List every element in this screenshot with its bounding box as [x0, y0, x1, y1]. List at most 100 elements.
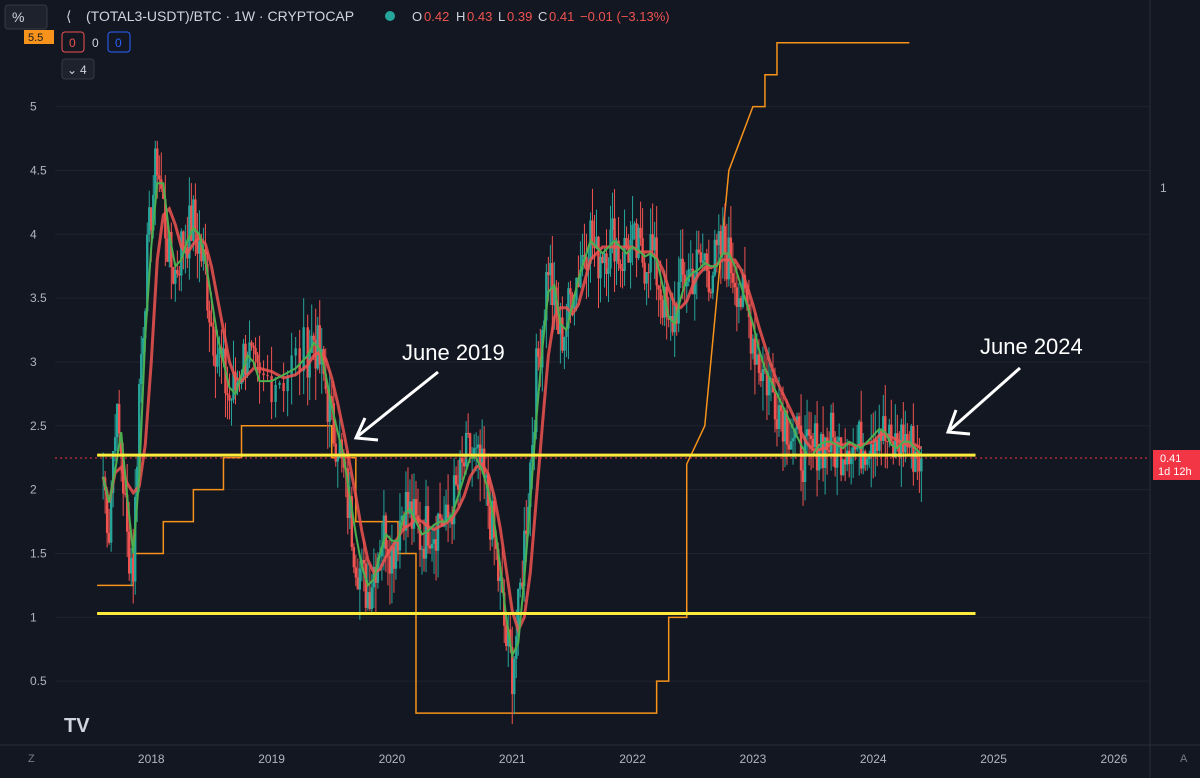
x-tick-label: 2018 [138, 752, 165, 766]
auto-scale-button[interactable]: A [1180, 753, 1188, 765]
candle-body [781, 411, 785, 442]
candle-body [107, 533, 111, 543]
svg-text:0.43: 0.43 [467, 9, 492, 24]
candle-body [270, 375, 273, 403]
candle-body [557, 313, 560, 334]
candle-body [745, 288, 749, 305]
candle-body [609, 229, 612, 269]
candle-body [248, 342, 251, 363]
candle-body [581, 254, 584, 270]
candle-body [468, 433, 472, 457]
candle-body [208, 310, 211, 323]
candle-body [843, 459, 847, 465]
indicator-chip-red[interactable] [61, 31, 85, 53]
arrow-june-2024 [945, 366, 1021, 436]
candle-body [735, 287, 739, 307]
candle-body [123, 493, 127, 495]
candle-body [693, 276, 696, 295]
candle-body [876, 439, 879, 451]
candle-body [234, 372, 237, 391]
candle-body [382, 515, 386, 549]
candle-body [813, 423, 817, 448]
candle-body [452, 475, 456, 525]
candle-body [482, 448, 486, 478]
y-tick-label: 2.5 [30, 419, 47, 433]
candle-body [573, 300, 576, 310]
candle-body [194, 199, 197, 232]
symbol-title[interactable]: (TOTAL3-USDT)/BTC · 1W · CRYPTOCAP [86, 8, 354, 24]
zoom-button[interactable]: Z [28, 753, 35, 765]
candle-body [158, 175, 161, 180]
top-axis-badge-bg [24, 30, 54, 44]
candle-body [888, 424, 891, 442]
candle-body [334, 443, 337, 462]
candle-body [330, 396, 333, 404]
collapse-indicators-button[interactable] [61, 58, 95, 80]
candle-body [866, 459, 869, 465]
candle-body [414, 498, 418, 516]
candle-body [298, 348, 301, 372]
candle-body [352, 546, 356, 568]
candle-body [787, 444, 791, 450]
candle-body [230, 399, 233, 401]
candle-body [607, 268, 610, 274]
candle-body [777, 405, 781, 429]
candle-body [266, 375, 269, 377]
candle-body [749, 317, 753, 354]
candle-body [138, 384, 141, 467]
candle-body [673, 305, 676, 333]
candle-body [653, 237, 656, 251]
candle-body [681, 258, 684, 275]
candle-body [384, 515, 388, 549]
candle-body [701, 260, 704, 263]
candle-body [621, 268, 624, 271]
candle-body [521, 582, 524, 587]
candle-body [490, 500, 494, 540]
candle-body [346, 468, 350, 518]
candle-body [290, 355, 293, 377]
candle-body [182, 231, 185, 252]
y-axis[interactable]: 0.5 1 1.5 2 2.5 3 3.5 4 4.5 5 [30, 100, 47, 689]
scale-button-label: % [12, 9, 24, 25]
candle-body [874, 439, 877, 455]
candle-body [388, 555, 392, 574]
candle-body [412, 498, 416, 529]
candle-body [559, 317, 562, 334]
candle-body [176, 269, 179, 274]
arrow-june-2019 [353, 370, 439, 442]
indicator-chip-blue[interactable] [107, 31, 131, 53]
candle-body [633, 223, 636, 225]
candle-body [697, 249, 700, 253]
candle-body [392, 546, 396, 569]
price-label-value: 0.41 [1160, 453, 1181, 465]
candle-body [561, 317, 564, 351]
candle-body [519, 582, 522, 590]
candle-body [111, 450, 115, 493]
candle-body [474, 447, 478, 449]
candle-body [350, 496, 354, 547]
candle-body [274, 384, 277, 403]
candle-body [785, 410, 789, 445]
candle-body [499, 577, 502, 582]
candle-body [324, 373, 327, 390]
chevron-icon[interactable]: ⟨ [66, 8, 71, 24]
y-tick-label: 0.5 [30, 674, 47, 688]
candle-body [278, 382, 281, 385]
candle-body [148, 207, 151, 235]
candle-body [310, 335, 313, 353]
candle-body [132, 557, 135, 582]
x-tick-label: 2019 [258, 752, 285, 766]
candle-body [250, 342, 253, 346]
candle-body [226, 393, 229, 396]
svg-text:−0.01 (−3.13%): −0.01 (−3.13%) [580, 9, 670, 24]
candle-body [801, 470, 805, 483]
scale-button[interactable] [4, 4, 48, 30]
candle-body [206, 263, 209, 311]
candle-body [162, 188, 165, 199]
candle-body [242, 343, 245, 378]
candle-body [725, 254, 729, 280]
candle-body [390, 546, 394, 574]
candle-body [198, 241, 201, 254]
